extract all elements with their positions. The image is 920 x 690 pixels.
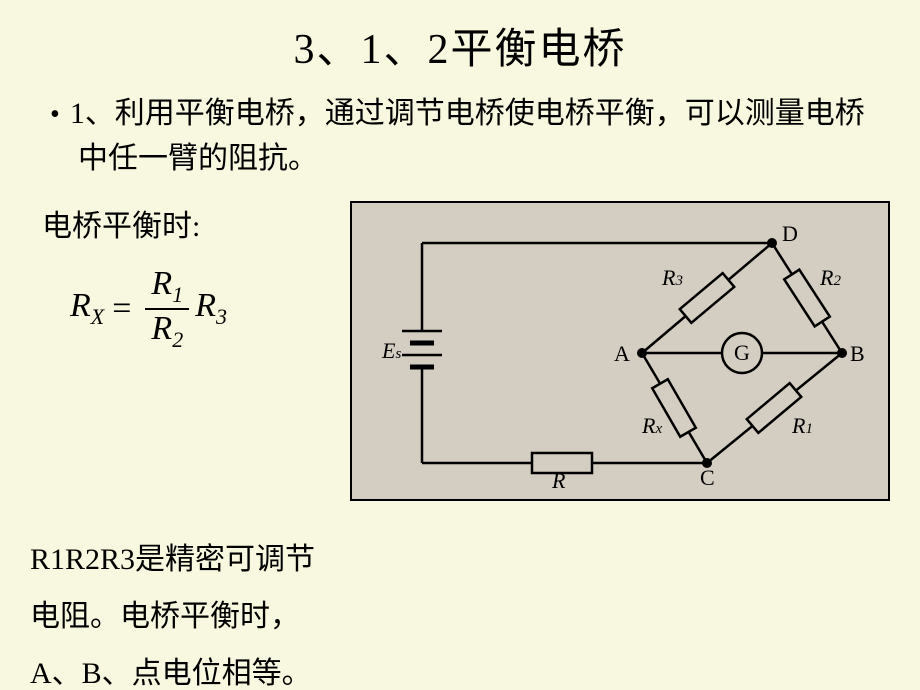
slide-title: 3、1、2平衡电桥 <box>30 15 890 76</box>
bullet-1: • 1、利用平衡电桥，通过调节电桥使电桥平衡，可以测量电桥中任一臂的阻抗。 <box>50 91 890 181</box>
formula-rhs: R3 <box>195 287 227 330</box>
notes: R1R2R3是精密可调节 电阻。电桥平衡时， A、B、点电位相等。 称零位式测量… <box>30 531 890 690</box>
node-b-label: B <box>850 341 865 367</box>
note-line-3: A、B、点电位相等。 <box>30 645 890 690</box>
node-c-label: C <box>700 465 715 491</box>
r3-label: R3 <box>662 265 683 291</box>
node-a-label: A <box>614 341 630 367</box>
bullet-1-text: 1、利用平衡电桥，通过调节电桥使电桥平衡，可以测量电桥中任一臂的阻抗。 <box>70 97 865 175</box>
formula-fraction: R1 R2 <box>145 265 189 353</box>
balance-label: 电桥平衡时: <box>42 201 330 245</box>
circuit-diagram: D A B C G Es R R3 R2 Rx R1 <box>350 201 890 501</box>
circuit-svg <box>352 203 868 499</box>
note-line-2: 电阻。电桥平衡时， <box>30 588 890 645</box>
rx-label: Rx <box>642 413 662 439</box>
slide: 3、1、2平衡电桥 • 1、利用平衡电桥，通过调节电桥使电桥平衡，可以测量电桥中任… <box>0 0 920 690</box>
formula-numerator: R1 <box>145 265 189 308</box>
node-d-label: D <box>782 221 798 247</box>
formula-eq: = <box>112 290 131 328</box>
r2-label: R2 <box>820 265 841 291</box>
r1-label: R1 <box>792 413 813 439</box>
note-line-1: R1R2R3是精密可调节 <box>30 531 890 588</box>
formula-denominator: R2 <box>145 310 189 353</box>
galvanometer-label: G <box>734 340 750 366</box>
formula: RX = R1 R2 R3 <box>70 265 330 353</box>
r-label: R <box>552 468 565 494</box>
left-column: 电桥平衡时: RX = R1 R2 R3 <box>30 191 330 353</box>
bullet-dot: • <box>50 99 60 130</box>
content-row: 电桥平衡时: RX = R1 R2 R3 <box>30 191 890 501</box>
formula-lhs: RX <box>70 287 104 330</box>
es-label: Es <box>382 338 401 364</box>
